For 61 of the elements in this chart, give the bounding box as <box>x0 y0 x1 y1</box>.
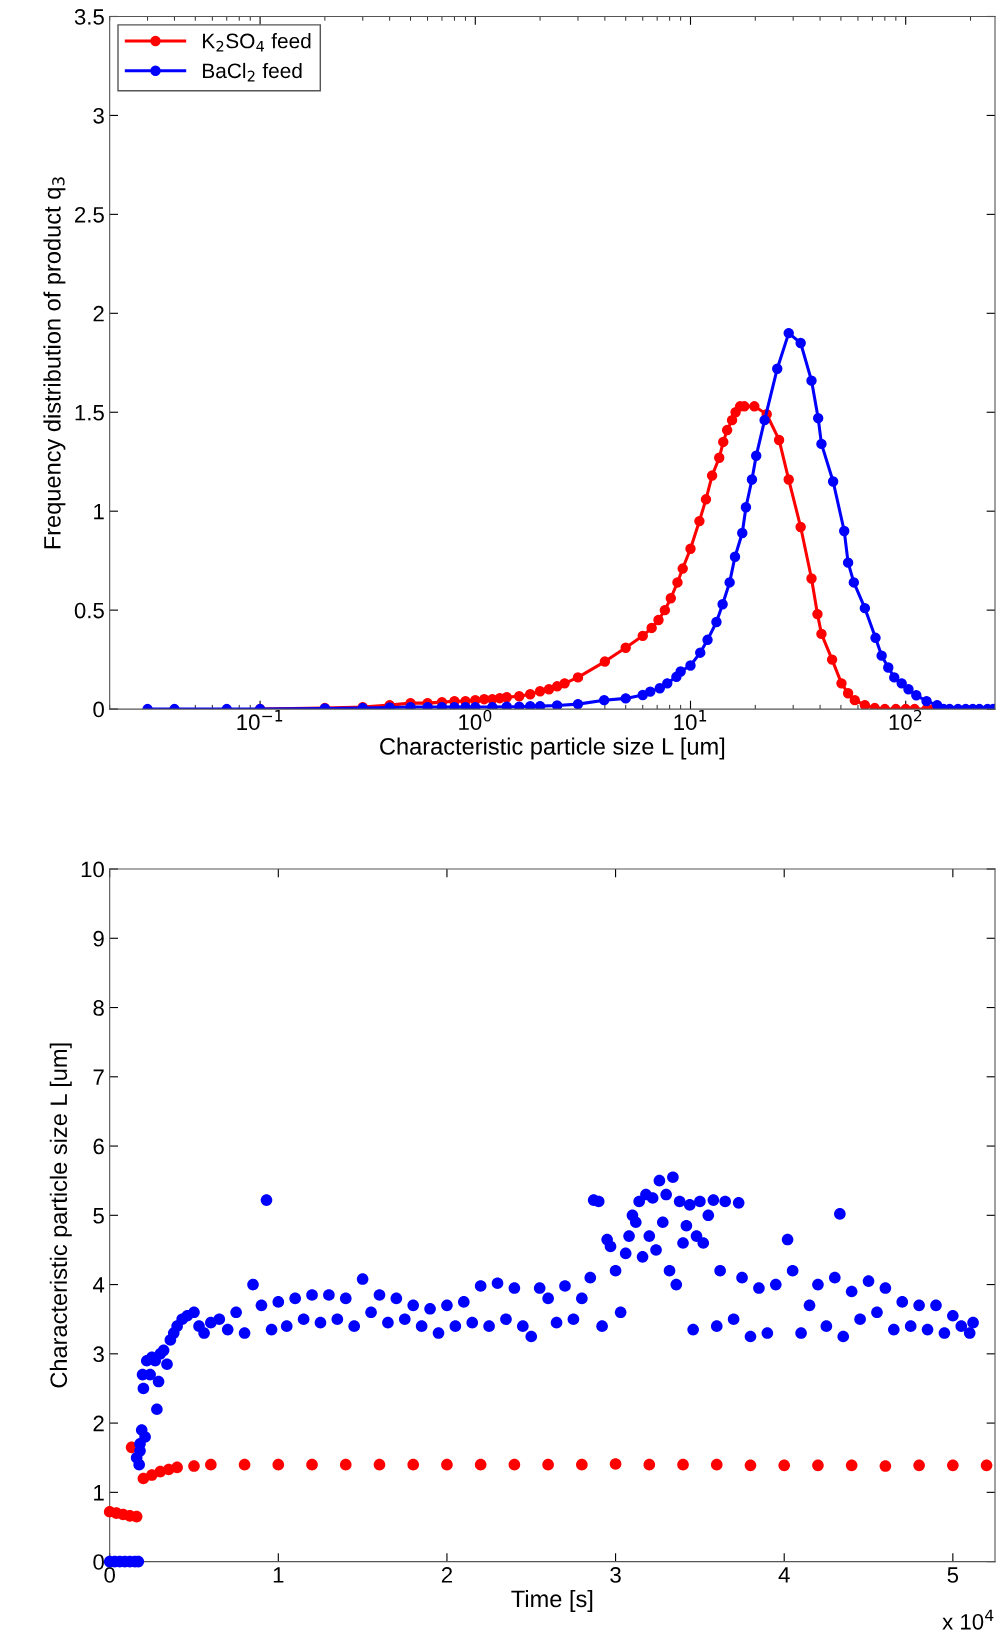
y-tick-label: 6 <box>93 1138 104 1155</box>
x-tick-label: 10$^{0}$ <box>459 709 492 731</box>
x-tick-label: 10$^{−1}$ <box>237 710 283 731</box>
point <box>947 1459 959 1472</box>
point <box>913 1459 925 1472</box>
y-tick-label: 10 <box>81 861 104 878</box>
point <box>373 1458 386 1471</box>
point <box>171 1461 183 1474</box>
y-tick-label: 7 <box>93 1069 104 1085</box>
legend-label: BaCl$_{2}$ feed <box>203 62 302 82</box>
point <box>980 1459 993 1472</box>
y-tick-label: 0.5 <box>74 602 104 619</box>
point <box>508 1458 521 1471</box>
point <box>576 1458 588 1471</box>
y-tick-label: 2 <box>93 1415 104 1432</box>
y-tick-label: 3.5 <box>74 9 104 25</box>
y-tick-label: 4 <box>92 1277 105 1293</box>
y-tick-label: 3 <box>93 107 104 124</box>
point <box>677 1458 689 1471</box>
point <box>238 1458 251 1471</box>
y-tick-label: 2.5 <box>75 206 104 223</box>
point <box>710 1458 723 1471</box>
x-tick-label: 5 <box>947 1567 959 1583</box>
y-tick-label: 1 <box>94 1485 104 1501</box>
x-tick-label: 10$^{2}$ <box>889 709 922 731</box>
point <box>542 1458 554 1471</box>
y-tick-label: 2 <box>93 305 104 322</box>
x-tick-label: 1 <box>273 1567 284 1583</box>
point <box>306 1458 318 1471</box>
x-tick-label: 3 <box>610 1567 621 1583</box>
point <box>272 1458 285 1471</box>
text: x 10$^{4}$ <box>942 1609 994 1630</box>
y-tick-label: 8 <box>93 1000 104 1016</box>
point <box>845 1459 858 1472</box>
point <box>879 1460 892 1472</box>
x-tick-label: 4 <box>778 1567 790 1583</box>
y-tick-label: 3 <box>93 1346 104 1363</box>
y-axis-title: Frequency distribution of product q$_{3}$ <box>43 177 66 549</box>
y-axis-title: Characteristic particle size L [um] <box>49 1043 72 1388</box>
legend-label: K$_{2}$SO$_{4}$ feed <box>203 33 311 52</box>
x-tick-label: 10$^{1}$ <box>674 710 707 731</box>
point <box>812 1459 824 1472</box>
point <box>609 1458 622 1470</box>
point <box>441 1458 453 1471</box>
point <box>188 1460 200 1472</box>
point <box>205 1458 217 1471</box>
point <box>407 1458 420 1471</box>
x-axis-title: Time [s] <box>511 1589 593 1612</box>
point <box>778 1459 791 1472</box>
y-tick-label: 1 <box>94 503 104 520</box>
y-tick-label: 9 <box>93 930 104 947</box>
x-axis-title: Characteristic particle size L [um] <box>380 737 725 760</box>
y-tick-label: 5 <box>93 1208 104 1224</box>
point <box>643 1458 656 1471</box>
point <box>744 1459 757 1472</box>
y-tick-label: 1.5 <box>75 405 104 421</box>
point <box>339 1458 352 1471</box>
x-tick-label: 2 <box>441 1567 453 1583</box>
point <box>474 1458 487 1471</box>
x-tick-label: 0 <box>104 1567 115 1583</box>
y-tick-label: 0 <box>93 1554 104 1570</box>
